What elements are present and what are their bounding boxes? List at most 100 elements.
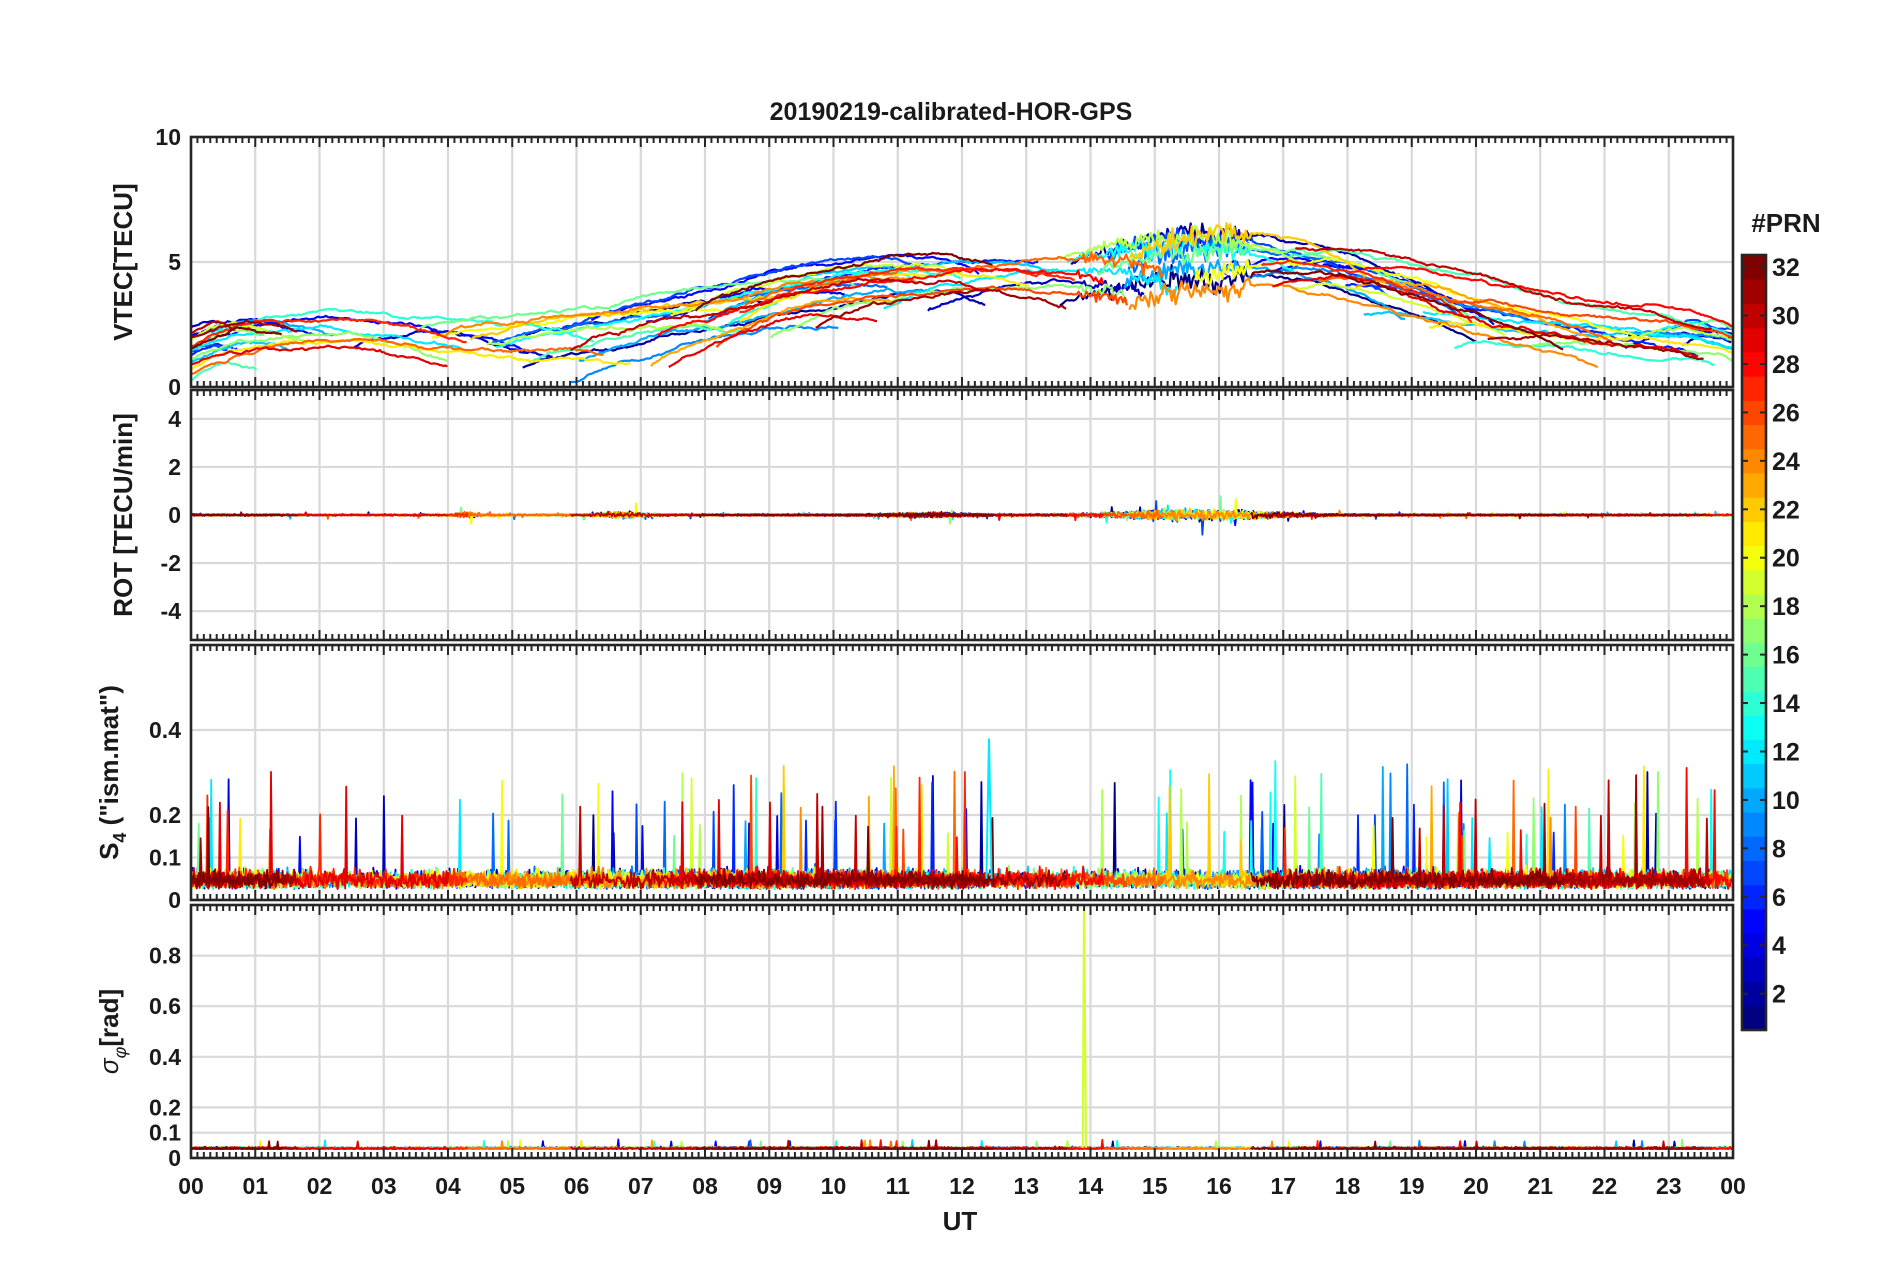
- panel-frame: [189, 135, 1735, 389]
- prn-trace-32: [694, 817, 995, 890]
- x-tick-label: 13: [1013, 1173, 1039, 1199]
- y-tick-label: 0.4: [149, 1044, 181, 1070]
- x-tick-label: 00: [178, 1173, 204, 1199]
- y-tick-label: 0: [168, 1145, 181, 1171]
- prn-trace-9: [1247, 266, 1729, 342]
- y-tick-label: 0: [168, 502, 181, 528]
- y-tick-label: 0: [168, 374, 181, 400]
- colorbar-tick-label: 24: [1772, 448, 1800, 476]
- colorbar-swatch: [1742, 957, 1766, 983]
- colorbar-tick-label: 28: [1772, 351, 1800, 379]
- series-group: [191, 222, 1733, 384]
- prn-trace-22: [1129, 222, 1366, 278]
- prn-trace-16: [420, 276, 855, 329]
- x-tick-label: 02: [307, 1173, 333, 1199]
- prn-trace-17: [1527, 340, 1733, 362]
- prn-trace-32: [1250, 817, 1565, 890]
- prn-trace-7: [561, 254, 916, 330]
- x-tick-label: 18: [1335, 1173, 1361, 1199]
- x-tick-label: 11: [886, 1173, 911, 1199]
- colorbar-tick-label: 16: [1772, 642, 1800, 670]
- y-tick-label: 0.2: [149, 1094, 181, 1120]
- prn-trace-24: [1128, 277, 1599, 369]
- colorbar-swatch: [1742, 569, 1766, 595]
- y-axis-label-s4: S4 ("ism.mat"): [94, 685, 130, 860]
- y-axis-label-sigphi: σφ[rad]: [94, 989, 130, 1074]
- x-tick-label: 14: [1078, 1173, 1104, 1199]
- x-tick-label: 07: [628, 1173, 654, 1199]
- prn-trace-32: [1250, 1140, 1565, 1150]
- prn-trace-31: [814, 805, 1069, 890]
- y-tick-label: 0.8: [149, 943, 181, 969]
- prn-trace-32: [191, 806, 284, 890]
- y-tick-label: 0.6: [149, 993, 181, 1019]
- colorbar-swatch: [1742, 327, 1766, 353]
- prn-trace-12: [191, 324, 465, 353]
- colorbar-swatch: [1742, 1005, 1766, 1031]
- colorbar-swatch: [1742, 472, 1766, 498]
- spike-trace: [1081, 905, 1088, 1148]
- panel-vtec: 0 5 10 VTEC[TECU]: [108, 124, 1735, 400]
- prn-trace-31: [815, 288, 1067, 329]
- x-tick-label: 01: [242, 1173, 268, 1199]
- chart-title: 20190219-calibrated-HOR-GPS: [770, 98, 1133, 126]
- x-tick-label: 09: [756, 1173, 782, 1199]
- colorbar-tick-label: 8: [1772, 835, 1786, 863]
- colorbar-tick-label: 26: [1772, 399, 1800, 427]
- prn-trace-30: [570, 277, 988, 352]
- y-axis-label-vtec: VTEC[TECU]: [108, 183, 138, 340]
- x-axis-label: UT: [943, 1206, 978, 1236]
- x-tick-label: 16: [1206, 1173, 1232, 1199]
- prn-trace-12: [883, 267, 1178, 310]
- prn-trace-32: [1250, 511, 1565, 520]
- x-tick-label: 04: [435, 1173, 461, 1199]
- y-tick-label: 0.1: [149, 845, 181, 871]
- x-tick-label: 00: [1720, 1173, 1746, 1199]
- prn-trace-18: [1059, 224, 1304, 267]
- colorbar-swatch: [1742, 424, 1766, 450]
- colorbar-swatch: [1742, 279, 1766, 304]
- prn-trace-32: [695, 510, 994, 518]
- prn-trace-19: [191, 320, 271, 341]
- prn-trace-28: [657, 267, 1105, 337]
- prn-trace-29: [191, 344, 448, 368]
- x-tick-label: 03: [371, 1173, 397, 1199]
- prn-trace-32: [191, 1140, 283, 1150]
- y-tick-label: 2: [168, 454, 181, 480]
- prn-trace-28: [1363, 265, 1733, 328]
- y-tick-label: 0.2: [149, 802, 181, 828]
- series-group: [191, 738, 1733, 891]
- x-tick-label: 08: [692, 1173, 718, 1199]
- prn-trace-32: [1249, 269, 1564, 351]
- panel-s4: 0 0.1 0.2 0.4 S4 ("ism.mat"): [94, 643, 1735, 913]
- prn-trace-17: [191, 330, 448, 363]
- x-tick-label: 20: [1463, 1173, 1489, 1199]
- y-tick-label: 0.4: [149, 717, 181, 743]
- prn-trace-26: [1447, 298, 1733, 340]
- colorbar-tick-label: 12: [1772, 738, 1800, 766]
- x-tick-label: 22: [1592, 1173, 1618, 1199]
- prn-trace-31: [1487, 333, 1704, 361]
- y-tick-label: 0: [168, 887, 181, 913]
- x-tick-label: 15: [1142, 1173, 1168, 1199]
- x-tick-label: 06: [564, 1173, 590, 1199]
- y-tick-label: 4: [168, 406, 181, 432]
- prn-trace-18: [1619, 326, 1733, 342]
- colorbar-tick-label: 10: [1772, 787, 1800, 815]
- colorbar-label: #PRN: [1751, 208, 1820, 238]
- x-tick-label: 17: [1270, 1173, 1296, 1199]
- colorbar-swatch: [1742, 860, 1766, 886]
- colorbar-swatch: [1742, 763, 1766, 789]
- prn-trace-13: [1066, 234, 1296, 274]
- colorbar-swatch: [1742, 521, 1766, 547]
- spike-trace: [985, 738, 993, 879]
- prn-trace-10: [1123, 254, 1405, 320]
- colorbar-tick-label: 14: [1772, 690, 1800, 718]
- colorbar-frame: [1740, 253, 1768, 1032]
- prn-trace-32: [694, 251, 993, 312]
- colorbar-tick-label: 22: [1772, 496, 1800, 524]
- prn-trace-27: [1260, 259, 1473, 324]
- colorbar-tick-label: 2: [1772, 981, 1786, 1009]
- y-tick-label: 0.1: [149, 1120, 181, 1146]
- prn-trace-21: [191, 338, 631, 370]
